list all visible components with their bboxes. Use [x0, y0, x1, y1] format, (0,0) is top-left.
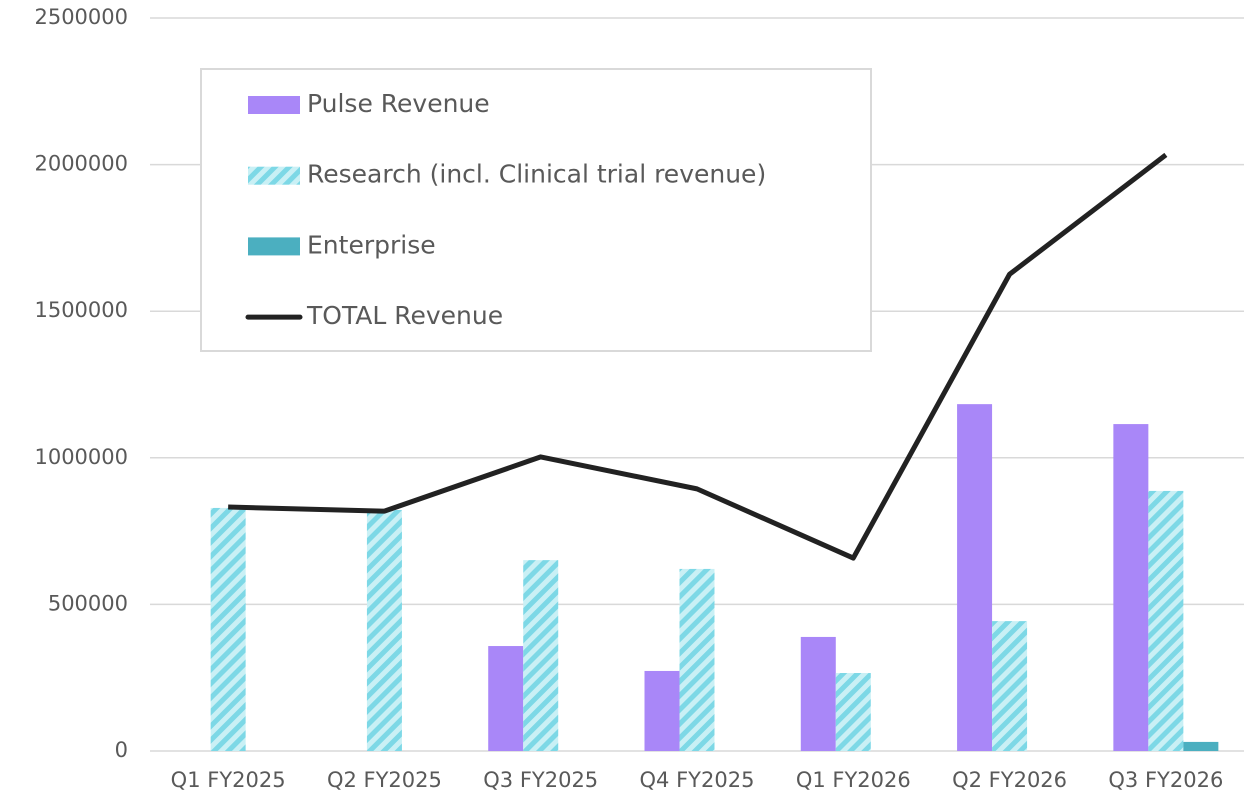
legend-label: Pulse Revenue [307, 89, 490, 118]
bar [366, 509, 402, 751]
y-tick-label: 0 [115, 738, 128, 762]
x-tick-label: Q4 FY2025 [640, 768, 755, 792]
y-tick-label: 1000000 [34, 445, 128, 469]
legend-label: Enterprise [307, 230, 436, 259]
y-tick-label: 1500000 [34, 298, 128, 322]
bar [1113, 424, 1149, 751]
bar [992, 621, 1028, 751]
bar [835, 673, 871, 751]
legend-swatch [248, 237, 300, 256]
bar [957, 404, 993, 751]
legend-label: TOTAL Revenue [306, 301, 503, 330]
x-tick-label: Q2 FY2026 [952, 768, 1067, 792]
bar [210, 507, 246, 751]
legend-swatch [248, 96, 300, 114]
x-tick-label: Q1 FY2025 [171, 768, 286, 792]
bar [1183, 741, 1219, 751]
legend-label: Research (incl. Clinical trial revenue) [307, 160, 766, 189]
line [228, 152, 1168, 561]
bar [644, 670, 680, 751]
x-tick-label: Q3 FY2026 [1108, 768, 1223, 792]
x-tick-label: Q3 FY2025 [483, 768, 598, 792]
y-tick-label: 2000000 [34, 152, 128, 176]
legend-box [200, 68, 872, 352]
legend-swatch [248, 166, 300, 185]
x-tick-label: Q1 FY2026 [796, 768, 911, 792]
bar [800, 636, 836, 751]
bar [1148, 490, 1184, 751]
bar [488, 646, 524, 751]
x-tick-label: Q2 FY2025 [327, 768, 442, 792]
y-tick-label: 2500000 [34, 5, 128, 29]
y-tick-label: 500000 [48, 591, 128, 615]
bar [523, 560, 559, 751]
bar [679, 568, 715, 751]
